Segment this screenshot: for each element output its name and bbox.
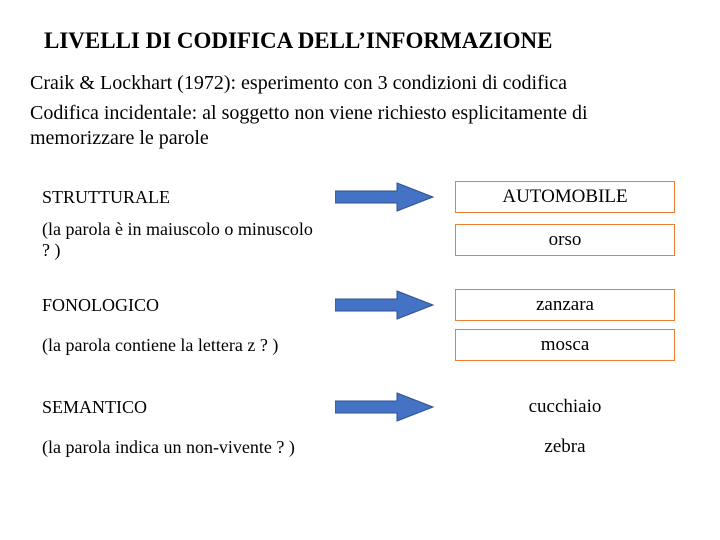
page-title: LIVELLI DI CODIFICA DELL’INFORMAZIONE xyxy=(44,28,690,54)
wordbox-wrap: AUTOMOBILE xyxy=(440,181,690,213)
question-semantico: (la parola indica un non-vivente ? ) xyxy=(30,437,330,458)
arrow-shape xyxy=(335,291,433,319)
heading-strutturale: STRUTTURALE xyxy=(30,187,330,208)
wordbox-wrap: zanzara xyxy=(440,289,690,321)
arrow-right-icon xyxy=(335,180,435,214)
arrow-right-icon xyxy=(335,390,435,424)
wordbox-orso: orso xyxy=(455,224,675,256)
row-fonologico-heading: FONOLOGICO zanzara xyxy=(30,287,690,323)
wordbox-wrap: orso xyxy=(440,224,690,256)
spacer xyxy=(30,367,690,389)
wordbox-cucchiaio: cucchiaio xyxy=(455,392,675,422)
row-fonologico-question: (la parola contiene la lettera z ? ) mos… xyxy=(30,327,690,363)
question-strutturale: (la parola è in maiuscolo o minuscolo ? … xyxy=(30,219,330,261)
arrow-right-icon xyxy=(335,288,435,322)
question-fonologico: (la parola contiene la lettera z ? ) xyxy=(30,335,330,356)
wordbox-zanzara: zanzara xyxy=(455,289,675,321)
wordbox-wrap: mosca xyxy=(440,329,690,361)
row-strutturale-heading: STRUTTURALE AUTOMOBILE xyxy=(30,179,690,215)
intro-line-2: Codifica incidentale: al soggetto non vi… xyxy=(30,101,690,151)
wordbox-wrap: zebra xyxy=(440,432,690,462)
intro-line-1: Craik & Lockhart (1972): esperimento con… xyxy=(30,72,690,95)
arrow-shape xyxy=(335,393,433,421)
heading-semantico: SEMANTICO xyxy=(30,397,330,418)
arrow-cell xyxy=(330,288,440,322)
arrow-cell xyxy=(330,390,440,424)
row-semantico-question: (la parola indica un non-vivente ? ) zeb… xyxy=(30,429,690,465)
spacer xyxy=(30,265,690,287)
arrow-shape xyxy=(335,183,433,211)
wordbox-automobile: AUTOMOBILE xyxy=(455,181,675,213)
row-semantico-heading: SEMANTICO cucchiaio xyxy=(30,389,690,425)
slide: LIVELLI DI CODIFICA DELL’INFORMAZIONE Cr… xyxy=(0,0,720,540)
wordbox-zebra: zebra xyxy=(455,432,675,462)
heading-fonologico: FONOLOGICO xyxy=(30,295,330,316)
arrow-cell xyxy=(330,180,440,214)
row-strutturale-question: (la parola è in maiuscolo o minuscolo ? … xyxy=(30,219,690,261)
wordbox-mosca: mosca xyxy=(455,329,675,361)
wordbox-wrap: cucchiaio xyxy=(440,392,690,422)
